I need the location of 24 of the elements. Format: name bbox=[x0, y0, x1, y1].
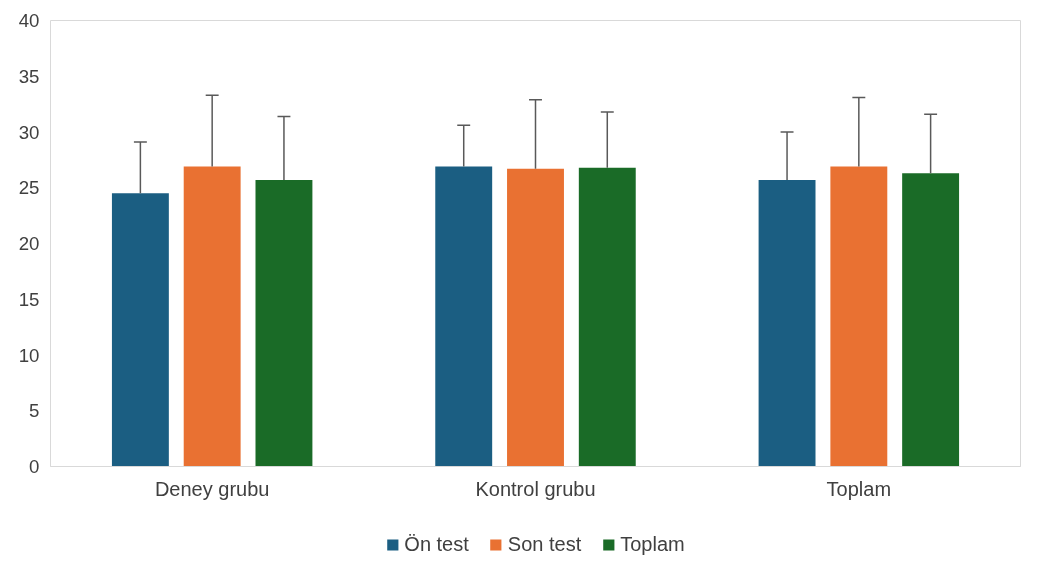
y-tick-label: 35 bbox=[18, 65, 40, 87]
bar bbox=[830, 166, 888, 467]
bar bbox=[183, 166, 241, 467]
bar bbox=[435, 166, 493, 467]
y-tick-label: 10 bbox=[18, 344, 40, 366]
x-tick-label: Kontrol grubu bbox=[475, 477, 596, 500]
y-tick-label: 5 bbox=[29, 400, 40, 422]
legend-label: Son test bbox=[507, 532, 582, 556]
y-tick-label: 15 bbox=[18, 288, 40, 310]
y-tick-label: 20 bbox=[18, 233, 40, 254]
bar bbox=[578, 167, 636, 467]
bar bbox=[255, 179, 313, 467]
x-tick-label: Deney grubu bbox=[154, 477, 270, 500]
x-tick-label: Toplam bbox=[826, 477, 892, 500]
bar bbox=[902, 173, 960, 467]
bar bbox=[507, 168, 564, 467]
legend-label: Toplam bbox=[620, 532, 685, 556]
y-tick-label: 30 bbox=[18, 121, 40, 143]
legend-label: Ön test bbox=[404, 532, 469, 556]
y-tick-label: 0 bbox=[29, 456, 40, 477]
bar bbox=[758, 179, 816, 467]
bar bbox=[111, 193, 169, 467]
y-tick-label: 25 bbox=[18, 177, 40, 199]
y-tick-label: 40 bbox=[18, 10, 40, 31]
